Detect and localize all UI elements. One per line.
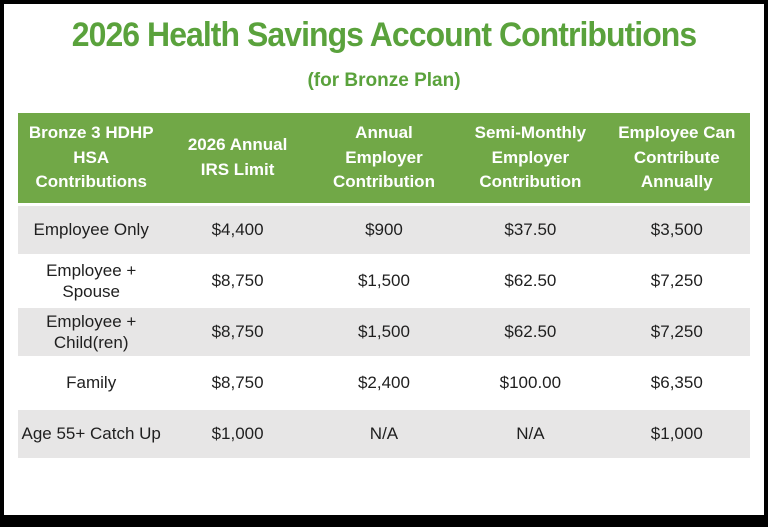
annual-employer-value: $1,500 xyxy=(310,308,458,356)
employee-contribute-value: $7,250 xyxy=(603,257,750,305)
page-subtitle: (for Bronze Plan) xyxy=(307,70,461,91)
employee-contribute-value: $1,000 xyxy=(603,410,750,458)
irs-limit-value: $8,750 xyxy=(164,257,311,305)
row-label: Employee + Child(ren) xyxy=(18,308,165,356)
header-row: Bronze 3 HDHP HSA Contributions 2026 Ann… xyxy=(18,113,750,203)
col-header-irs-limit: 2026 Annual IRS Limit xyxy=(164,113,311,203)
irs-limit-value: $8,750 xyxy=(164,308,311,356)
semi-monthly-employer-value: $37.50 xyxy=(457,206,604,254)
table-row-employee-children: Employee + Child(ren) $8,750 $1,500 $62.… xyxy=(18,308,750,356)
col-header-employee-can-contribute: Employee Can Contribute Annually xyxy=(603,113,750,203)
col-header-plan-tier: Bronze 3 HDHP HSA Contributions xyxy=(18,113,165,203)
annual-employer-value: $900 xyxy=(310,206,458,254)
col-header-semi-monthly-employer-contribution: Semi-Monthly Employer Contribution xyxy=(457,113,604,203)
row-label: Employee Only xyxy=(18,206,165,254)
employee-contribute-value: $3,500 xyxy=(603,206,750,254)
employee-contribute-value: $7,250 xyxy=(603,308,750,356)
semi-monthly-employer-value: $62.50 xyxy=(457,308,604,356)
table-row-employee-spouse: Employee + Spouse $8,750 $1,500 $62.50 $… xyxy=(18,257,750,305)
irs-limit-value: $1,000 xyxy=(164,410,311,458)
row-label: Employee + Spouse xyxy=(18,257,165,305)
table-row-family: Family $8,750 $2,400 $100.00 $6,350 xyxy=(18,359,750,407)
table-body: Employee Only $4,400 $900 $37.50 $3,500 … xyxy=(18,206,750,458)
table-row-age-55-catch-up: Age 55+ Catch Up $1,000 N/A N/A $1,000 xyxy=(18,410,750,458)
semi-monthly-employer-value: $100.00 xyxy=(457,359,604,407)
annual-employer-value: N/A xyxy=(310,410,458,458)
col-header-annual-employer-contribution: Annual Employer Contribution xyxy=(310,113,458,203)
irs-limit-value: $4,400 xyxy=(164,206,311,254)
row-label: Family xyxy=(18,359,165,407)
table-header: Bronze 3 HDHP HSA Contributions 2026 Ann… xyxy=(18,113,750,203)
irs-limit-value: $8,750 xyxy=(164,359,311,407)
page-title: 2026 Health Savings Account Contribution… xyxy=(71,16,697,54)
employee-contribute-value: $6,350 xyxy=(603,359,750,407)
annual-employer-value: $2,400 xyxy=(310,359,458,407)
semi-monthly-employer-value: N/A xyxy=(457,410,604,458)
row-label: Age 55+ Catch Up xyxy=(18,410,165,458)
semi-monthly-employer-value: $62.50 xyxy=(457,257,604,305)
table-row-employee-only: Employee Only $4,400 $900 $37.50 $3,500 xyxy=(18,206,750,254)
annual-employer-value: $1,500 xyxy=(310,257,458,305)
hsa-contributions-table: Bronze 3 HDHP HSA Contributions 2026 Ann… xyxy=(18,110,750,461)
